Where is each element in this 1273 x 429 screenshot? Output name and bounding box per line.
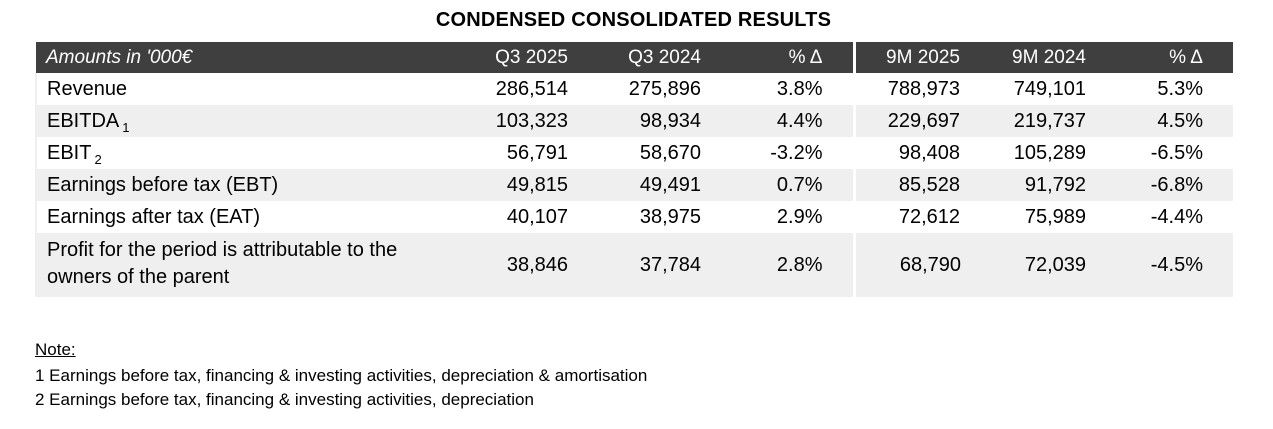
table-cell: 4.5% xyxy=(1116,105,1233,137)
table-cell: 68,790 xyxy=(854,233,991,297)
row-label-text: Profit for the period is attributable to… xyxy=(47,239,398,288)
table-cell: 72,039 xyxy=(991,233,1116,297)
table-row-eat: Earnings after tax (EAT) 40,107 38,975 2… xyxy=(35,201,1233,233)
table-cell: 49,815 xyxy=(456,169,598,201)
table-cell: -6.8% xyxy=(1116,169,1233,201)
header-pct-delta-q3: % Δ xyxy=(731,42,856,73)
row-label-text: EBIT xyxy=(47,141,92,164)
table-row-revenue: Revenue 286,514 275,896 3.8% 788,973 749… xyxy=(35,73,1233,105)
header-q3-2025: Q3 2025 xyxy=(456,42,598,73)
table-row-ebitda: EBITDA 1 103,323 98,934 4.4% 229,697 219,… xyxy=(35,105,1233,137)
table-cell: 85,528 xyxy=(854,169,991,201)
table-cell: 749,101 xyxy=(1013,77,1086,100)
row-label: Earnings after tax (EAT) xyxy=(35,201,456,233)
table-cell: 275,896 xyxy=(628,77,701,100)
row-label: EBIT 2 xyxy=(35,137,456,169)
table-header-row: Amounts in '000€ Q3 2025 Q3 2024 % Δ 9M … xyxy=(36,42,1233,73)
row-label: Revenue xyxy=(35,73,456,105)
table-cell: -3.2% xyxy=(731,137,856,169)
note-heading: Note: xyxy=(35,340,76,359)
table-cell: 105,289 xyxy=(1013,141,1086,164)
header-amounts-label: Amounts in '000€ xyxy=(36,42,456,73)
row-label-text: Earnings after tax (EAT) xyxy=(47,205,261,228)
table-cell: -6.5% xyxy=(1150,141,1203,164)
table-row-ebit: EBIT 2 56,791 58,670 -3.2% 98,408 105,289… xyxy=(35,137,1233,169)
table-cell: 40,107 xyxy=(506,205,568,228)
row-label-text: Revenue xyxy=(47,77,128,100)
footnote-ref: 1 xyxy=(122,119,130,135)
table-cell: 5.3% xyxy=(1157,77,1203,100)
results-table: Amounts in '000€ Q3 2025 Q3 2024 % Δ 9M … xyxy=(35,42,1233,297)
row-label: Earnings before tax (EBT) xyxy=(35,169,456,201)
table-cell: 219,737 xyxy=(991,105,1116,137)
table-cell: 2.8% xyxy=(731,233,856,297)
table-cell: 49,491 xyxy=(598,169,731,201)
table-cell: 98,934 xyxy=(598,105,731,137)
row-label: Profit for the period is attributable to… xyxy=(35,233,456,297)
row-label: EBITDA 1 xyxy=(35,105,456,137)
header-q3-2024: Q3 2024 xyxy=(598,42,731,73)
table-cell: 4.4% xyxy=(731,105,856,137)
row-label-text: EBITDA xyxy=(47,109,120,132)
note-footnote-2: 2 Earnings before tax, financing & inves… xyxy=(35,390,534,409)
table-cell: 98,408 xyxy=(898,141,960,164)
table-cell: 75,989 xyxy=(1024,205,1086,228)
table-cell: 0.7% xyxy=(731,169,856,201)
table-cell: 2.9% xyxy=(731,201,856,233)
table-cell: 91,792 xyxy=(991,169,1116,201)
notes-section: Note: 1 Earnings before tax, financing &… xyxy=(35,338,647,412)
table-cell: 38,846 xyxy=(456,233,598,297)
table-cell: 286,514 xyxy=(495,77,568,100)
page-title: CONDENSED CONSOLIDATED RESULTS xyxy=(435,9,832,31)
table-cell: -4.4% xyxy=(1150,205,1203,228)
table-cell: 58,670 xyxy=(639,141,701,164)
table-cell: 103,323 xyxy=(456,105,598,137)
table-cell: 72,612 xyxy=(898,205,960,228)
table-cell: 229,697 xyxy=(854,105,991,137)
table-cell: 38,975 xyxy=(639,205,701,228)
footnote-ref: 2 xyxy=(94,151,102,167)
table-cell: -4.5% xyxy=(1116,233,1233,297)
header-9m-2024: 9M 2024 xyxy=(991,42,1116,73)
table-cell: 3.8% xyxy=(731,73,856,105)
table-cell: 56,791 xyxy=(506,141,568,164)
header-pct-delta-9m: % Δ xyxy=(1116,42,1233,73)
table-cell: 37,784 xyxy=(598,233,731,297)
row-label-text: Earnings before tax (EBT) xyxy=(47,173,279,196)
table-row-ebt: Earnings before tax (EBT) 49,815 49,491 … xyxy=(35,169,1233,201)
note-footnote-1: 1 Earnings before tax, financing & inves… xyxy=(35,366,648,385)
header-9m-2025: 9M 2025 xyxy=(854,42,991,73)
table-row-profit-attributable: Profit for the period is attributable to… xyxy=(35,233,1233,297)
table-cell: 788,973 xyxy=(887,77,960,100)
